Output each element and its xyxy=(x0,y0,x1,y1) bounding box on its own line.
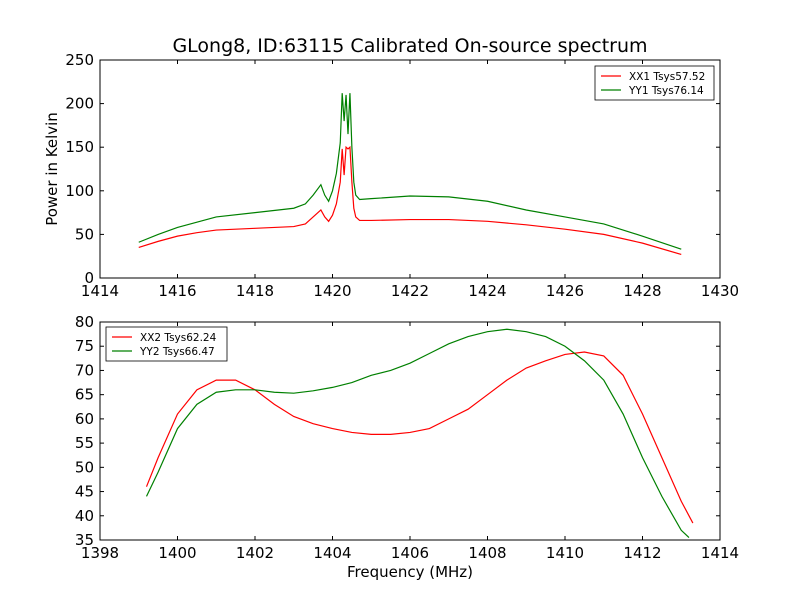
y-tick-label: 50 xyxy=(75,225,94,243)
x-tick-label: 1430 xyxy=(701,282,739,300)
bottom-plot-panel: 1398 1400 1402 1404 1406 1408 1410 1412 1414 35 40… xyxy=(75,313,739,562)
chart-title: GLong8, ID:63115 Calibrated On-source sp… xyxy=(172,35,647,57)
y-tick-label: 250 xyxy=(65,51,94,69)
x-tick-label: 1398 xyxy=(81,544,119,562)
y-tick-label: 80 xyxy=(75,313,94,331)
y-tick-label: 70 xyxy=(75,361,94,379)
y-tick-label: 55 xyxy=(75,434,94,452)
series-line-1 xyxy=(145,351,694,524)
x-tick-label: 1424 xyxy=(468,282,506,300)
y-tick-label: 40 xyxy=(75,507,94,525)
x-tick-label: 1426 xyxy=(546,282,584,300)
y-tick-label: 45 xyxy=(75,483,94,501)
legend-label: XX2 Tsys62.24 xyxy=(140,332,217,344)
x-tick-label: 1418 xyxy=(236,282,274,300)
x-tick-label: 1414 xyxy=(701,544,739,562)
series-line-2 xyxy=(145,328,690,539)
x-tick-label: 1402 xyxy=(236,544,274,562)
y-tick-label: 65 xyxy=(75,386,94,404)
x-tick-label: 1420 xyxy=(313,282,351,300)
x-tick-label: 1416 xyxy=(158,282,196,300)
legend-label: YY1 Tsys76.14 xyxy=(628,85,704,97)
y-tick-label: 60 xyxy=(75,410,94,428)
x-tick-label: 1410 xyxy=(546,544,584,562)
top-plot-panel: 1414 1416 1418 1420 1422 1424 1426 1428 1430 0 50 1… xyxy=(65,51,739,300)
x-tick-label: 1412 xyxy=(623,544,661,562)
y-tick-label: 35 xyxy=(75,531,94,549)
x-tick-label: 1428 xyxy=(623,282,661,300)
legend: XX2 Tsys62.24 YY2 Tsys66.47 xyxy=(105,326,228,362)
y-tick-label: 50 xyxy=(75,458,94,476)
y-tick-label: 100 xyxy=(65,182,94,200)
y-axis-label: Power in Kelvin xyxy=(43,112,61,226)
series-line-1 xyxy=(138,145,682,256)
y-tick-label: 150 xyxy=(65,138,94,156)
y-tick-label: 0 xyxy=(84,269,94,287)
x-axis-label: Frequency (MHz) xyxy=(347,563,473,581)
x-tick-label: 1406 xyxy=(391,544,429,562)
legend-label: XX1 Tsys57.52 xyxy=(629,71,705,83)
x-tick-label: 1404 xyxy=(313,544,351,562)
series-line-2 xyxy=(138,93,682,250)
y-tick-label: 75 xyxy=(75,337,94,355)
x-tick-label: 1408 xyxy=(468,544,506,562)
legend-label: YY2 Tsys66.47 xyxy=(139,346,215,358)
x-tick-label: 1422 xyxy=(391,282,429,300)
x-tick-label: 1400 xyxy=(158,544,196,562)
legend: XX1 Tsys57.52 YY1 Tsys76.14 xyxy=(594,65,715,101)
y-tick-label: 200 xyxy=(65,95,94,113)
x-tick-label: 1414 xyxy=(81,282,119,300)
